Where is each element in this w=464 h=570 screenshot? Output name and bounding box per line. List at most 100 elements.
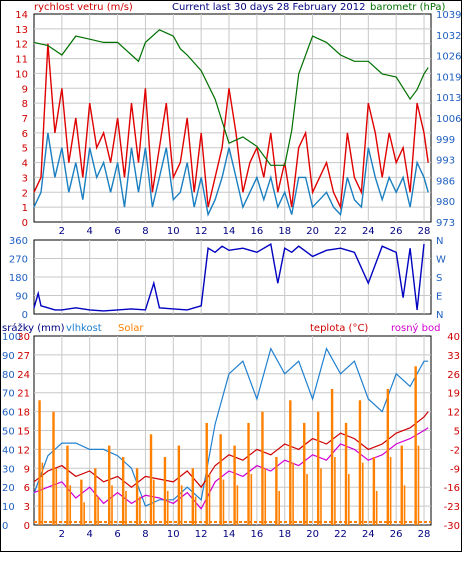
x-tick-label: 8 [142,226,148,237]
x-tick-label: 10 [167,226,180,237]
solar-bar [250,473,253,525]
solar-bar [247,422,250,525]
solar-bar [375,490,378,525]
wind-axis-tick: 6 [22,129,28,140]
wind-axis-tick: 2 [22,188,28,199]
x-tick-label: 26 [390,226,403,237]
x-tick-label: 28 [418,226,431,237]
solar-bar [163,456,167,525]
barometer-axis-tick: 1039 [436,10,461,21]
wind-axis-tick: 14 [15,10,28,21]
x-tick-label: 28 [418,529,431,540]
x-tick-label: 18 [278,226,291,237]
temperature-axis-tick: 40 [447,332,460,343]
solar-bar [69,485,72,525]
temperature-axis-tick: -2 [450,445,460,456]
wind-axis-tick: 4 [22,159,28,170]
solar-bar [80,479,83,525]
rain-axis-tick: 20 [2,483,15,494]
barometer-axis-tick: 980 [436,197,455,208]
solar-bar [414,366,417,525]
humidity-axis-tick: 27 [17,351,30,362]
temperature-axis-tick: -23 [444,502,460,513]
temperature-axis-tick: 33 [447,351,460,362]
compass-axis-tick: N [436,310,443,321]
solar-bar [153,479,155,525]
x-tick-label: 2 [59,226,65,237]
solar-bar [38,400,41,525]
temperature-axis-tick: -9 [450,464,460,475]
solar-bar [135,468,139,525]
barometer-axis-tick: 1013 [436,93,461,104]
rain-axis-tick: 80 [2,370,15,381]
compass-axis-tick: E [436,292,442,303]
x-tick-label: 14 [223,226,236,237]
solar-bar [180,485,183,525]
humidity-axis-tick: 15 [17,427,30,438]
solar-bar [219,434,222,525]
solar-bar [403,485,406,525]
x-tick-label: 6 [114,226,120,237]
x-tick-label: 4 [87,529,93,540]
solar-bar [139,496,141,525]
rain-axis-tick: 70 [2,389,15,400]
humidity-axis-tick: 3 [24,502,30,513]
solar-bar [125,490,127,525]
temperature-axis-tick: -16 [444,483,460,494]
x-tick-label: 20 [306,529,319,540]
rain-axis-tick: 40 [2,445,15,456]
x-tick-label: 8 [142,529,148,540]
series-line-barometer [33,29,429,166]
wind-axis-tick: 7 [22,114,28,125]
solar-bar [55,468,58,525]
dewpoint-label: rosný bod [391,322,440,334]
rain-axis-tick: 30 [2,464,15,475]
solar-bar [264,468,267,525]
humidity-label: vlhkost [66,323,102,334]
solar-bar [334,456,336,525]
wind-axis-tick: 3 [22,173,28,184]
x-tick-label: 2 [59,529,65,540]
solar-bar [208,473,211,525]
solar-bar [400,445,403,525]
solar-bar [330,388,334,525]
direction-axis-tick: 0 [22,310,28,321]
wind-axis-tick: 5 [22,144,28,155]
wind-barometer-panel: 0123456789101112131497398098699399910061… [15,10,461,237]
solar-label: Solar [118,323,144,334]
x-tick-label: 18 [278,529,291,540]
solar-bar [222,479,225,525]
solar-bar [320,468,322,525]
solar-bar [372,456,376,525]
x-tick-label: 26 [390,529,403,540]
wind-axis-tick: 13 [15,25,28,36]
solar-bar [111,485,113,525]
barometer-axis-tick: 1026 [436,52,461,63]
direction-axis-tick: 360 [9,236,28,247]
humidity-axis-tick: 24 [17,370,30,381]
solar-bar [205,422,208,525]
solar-bar [261,411,264,525]
rain-axis-tick: 60 [2,408,15,419]
temperature-axis-tick: 19 [447,389,460,400]
series-line-average [33,132,429,217]
solar-bar [386,388,390,525]
solar-bar [177,445,181,525]
x-tick-label: 24 [362,226,375,237]
series-line-gust [33,43,429,210]
solar-bar [83,502,85,525]
image-frame [0,0,462,552]
solar-bar [121,456,125,525]
wind-axis-tick: 12 [15,40,28,51]
rain-axis-tick: 100 [2,332,21,343]
solar-bar [236,485,239,525]
temperature-axis-tick: 5 [454,427,460,438]
direction-axis-tick: 270 [9,255,28,266]
rain-axis-tick: 0 [2,521,8,532]
compass-axis-tick: W [436,255,446,266]
x-tick-label: 20 [306,226,319,237]
solar-bar [52,411,55,525]
rain-label: srážky (mm) [2,322,65,334]
x-tick-label: 22 [334,529,347,540]
